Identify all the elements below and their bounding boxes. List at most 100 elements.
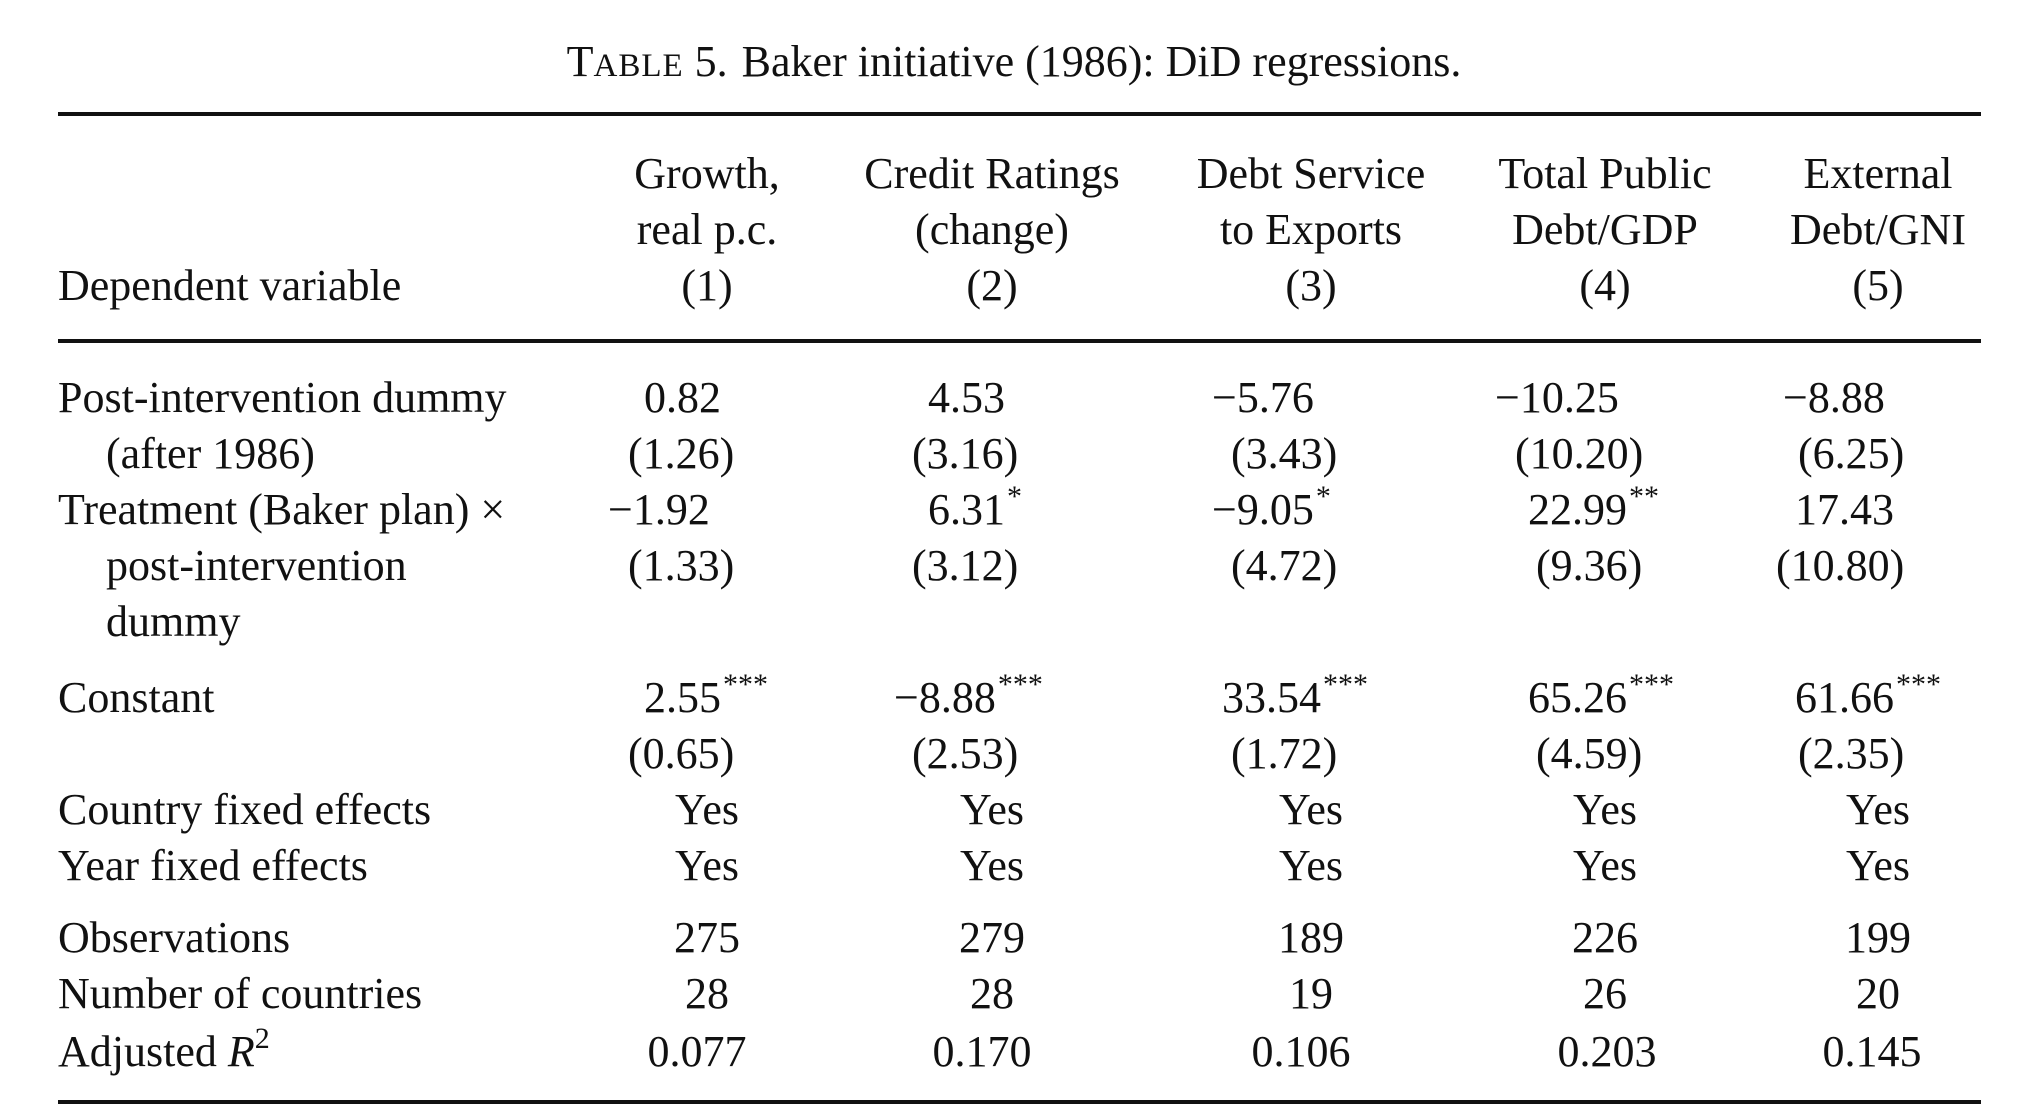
post-coef-5: −8.88 [1783, 370, 1887, 426]
constant-coef-1-value: 2.55 [644, 673, 721, 722]
observations-3: 189 [1278, 913, 1344, 962]
r2-4: 0.203 [1557, 1027, 1657, 1076]
constant-coef-1-stars: *** [723, 668, 768, 701]
country-fe-5: Yes [1845, 785, 1911, 834]
treatment-coef-4: 22.99** [1528, 482, 1659, 538]
post-se-1: (1.26) [628, 429, 735, 478]
column-header-5-number: (5) [1852, 261, 1904, 310]
countries-1: 28 [685, 969, 729, 1018]
treatment-coef-3: −9.05* [1212, 482, 1331, 538]
column-header-1-number: (1) [681, 261, 733, 310]
r2-label-symbol: R [227, 1027, 255, 1076]
treatment-se-1: (1.33) [628, 541, 735, 590]
column-header-1-line1: Growth, [634, 149, 780, 198]
treatment-coef-2: 6.31* [928, 482, 1022, 538]
bottom-rule [58, 1100, 1981, 1104]
post-se-4: (10.20) [1515, 429, 1644, 478]
constant-coef-1: 2.55*** [644, 670, 768, 726]
post-coef-4-value: −10.25 [1495, 373, 1619, 422]
treatment-se-4: (9.36) [1536, 541, 1643, 590]
post-coef-3: −5.76 [1212, 370, 1316, 426]
constant-coef-2-value: −8.88 [894, 673, 996, 722]
treatment-coef-4-value: 22.99 [1528, 485, 1627, 534]
column-header-5-line1: External [1803, 149, 1953, 198]
treatment-se-2: (3.12) [912, 541, 1019, 590]
row-label-post-intervention: Post-intervention dummy [58, 373, 507, 422]
r2-label-exponent: 2 [254, 1022, 270, 1055]
post-se-3: (3.43) [1231, 429, 1338, 478]
top-rule [58, 112, 1981, 116]
constant-coef-5-stars: *** [1896, 668, 1941, 701]
row-label-constant: Constant [58, 673, 215, 722]
countries-2: 28 [970, 969, 1014, 1018]
constant-coef-5-value: 61.66 [1795, 673, 1894, 722]
year-fe-2: Yes [959, 841, 1025, 890]
treatment-se-3: (4.72) [1231, 541, 1338, 590]
constant-se-2: (2.53) [912, 729, 1019, 778]
table-label-initial: T [566, 37, 594, 86]
constant-se-5: (2.35) [1798, 729, 1905, 778]
country-fe-4: Yes [1572, 785, 1638, 834]
column-header-4-number: (4) [1579, 261, 1631, 310]
constant-coef-4-stars: *** [1629, 668, 1674, 701]
post-coef-2: 4.53 [928, 370, 1007, 426]
treatment-coef-1-value: −1.92 [608, 485, 710, 534]
column-header-3-number: (3) [1285, 261, 1337, 310]
row-label-adjusted-r2: Adjusted R2 [58, 1024, 270, 1080]
post-coef-2-value: 4.53 [928, 373, 1005, 422]
post-coef-5-value: −8.88 [1783, 373, 1885, 422]
column-header-3-line2: to Exports [1219, 205, 1403, 254]
column-header-1-line2: real p.c. [636, 205, 778, 254]
constant-coef-4-value: 65.26 [1528, 673, 1627, 722]
post-se-2: (3.16) [912, 429, 1019, 478]
post-coef-4: −10.25 [1495, 370, 1621, 426]
column-header-4-line1: Total Public [1498, 149, 1712, 198]
table-number: 5. [694, 37, 728, 86]
observations-5: 199 [1845, 913, 1911, 962]
year-fe-1: Yes [674, 841, 740, 890]
constant-se-4: (4.59) [1536, 729, 1643, 778]
treatment-coef-1: −1.92 [608, 482, 712, 538]
country-fe-1: Yes [674, 785, 740, 834]
column-header-4-line2: Debt/GDP [1512, 205, 1698, 254]
r2-1: 0.077 [647, 1027, 747, 1076]
table-label-rest: ABLE [593, 48, 684, 84]
r2-3: 0.106 [1251, 1027, 1351, 1076]
countries-4: 26 [1583, 969, 1627, 1018]
post-se-5: (6.25) [1798, 429, 1905, 478]
row-label-dependent-variable: Dependent variable [58, 261, 402, 310]
treatment-se-5: (10.80) [1776, 541, 1905, 590]
constant-coef-4: 65.26*** [1528, 670, 1674, 726]
post-coef-1: 0.82 [644, 370, 723, 426]
countries-5: 20 [1856, 969, 1900, 1018]
treatment-coef-2-value: 6.31 [928, 485, 1005, 534]
year-fe-4: Yes [1572, 841, 1638, 890]
table-caption: TABLE 5. Baker initiative (1986): DiD reg… [0, 34, 2028, 94]
column-header-3-line1: Debt Service [1196, 149, 1426, 198]
row-label-treatment-sub1: post-intervention [106, 541, 407, 590]
column-header-2-number: (2) [966, 261, 1018, 310]
header-rule [58, 339, 1981, 343]
country-fe-2: Yes [959, 785, 1025, 834]
year-fe-3: Yes [1278, 841, 1344, 890]
constant-coef-2: −8.88*** [894, 670, 1043, 726]
constant-coef-3: 33.54*** [1222, 670, 1368, 726]
constant-coef-2-stars: *** [997, 668, 1043, 701]
r2-5: 0.145 [1822, 1027, 1922, 1076]
treatment-coef-5-value: 17.43 [1795, 485, 1894, 534]
column-header-2-line2: (change) [915, 205, 1069, 254]
r2-2: 0.170 [932, 1027, 1032, 1076]
treatment-coef-3-value: −9.05 [1212, 485, 1314, 534]
table-title: Baker initiative (1986): DiD regressions… [741, 37, 1462, 86]
post-coef-3-value: −5.76 [1212, 373, 1314, 422]
row-label-treatment: Treatment (Baker plan) × [58, 485, 506, 534]
treatment-coef-3-stars: * [1315, 480, 1331, 513]
constant-se-3: (1.72) [1231, 729, 1338, 778]
constant-se-1: (0.65) [628, 729, 735, 778]
countries-3: 19 [1289, 969, 1333, 1018]
observations-2: 279 [959, 913, 1025, 962]
treatment-coef-5: 17.43 [1795, 482, 1896, 538]
row-label-countries: Number of countries [58, 969, 423, 1018]
country-fe-3: Yes [1278, 785, 1344, 834]
